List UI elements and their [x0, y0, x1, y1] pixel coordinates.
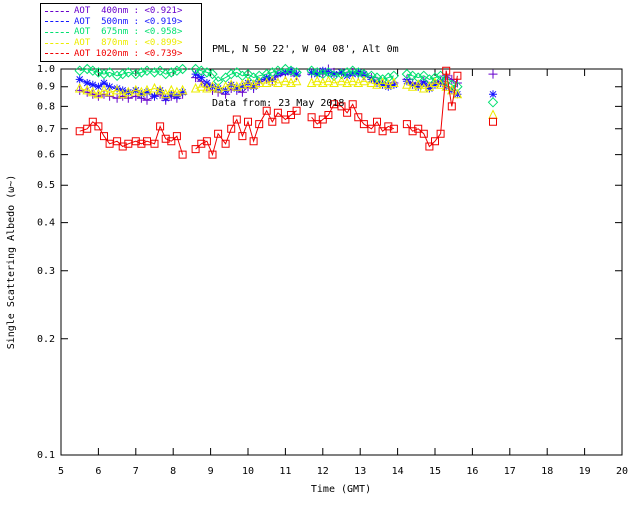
y-tick-label: 0.1: [37, 450, 55, 461]
data-date: Data from: 23 May 2018: [212, 98, 345, 109]
x-axis-title: Time (GMT): [311, 484, 371, 495]
y-tick-label: 0.7: [37, 124, 55, 135]
y-tick-label: 0.3: [37, 266, 55, 277]
axes-group: 5 6 7 8 9 10 11 12 13 14 15 16 17 18 19 20 1.0 0.9 0.8 0.7 0…: [37, 64, 628, 477]
legend-label: AOT 1020nm : <0.739>: [74, 48, 183, 59]
x-tick-label: 5: [58, 466, 64, 477]
y-axis-title: Single Scattering Albedo (ω~): [6, 175, 17, 350]
x-tick-label: 19: [579, 466, 591, 477]
y-tick-label: 0.4: [37, 218, 55, 229]
legend-line-swatch: [45, 53, 69, 55]
y-tick-label: 0.8: [37, 101, 55, 112]
y-tick-label: 0.5: [37, 180, 55, 191]
legend-label: AOT 500nm : <0.919>: [74, 16, 183, 27]
x-tick-label: 11: [279, 466, 291, 477]
x-tick-label: 12: [317, 466, 329, 477]
legend-box: AOT 400nm : <0.921> AOT 500nm : <0.919> AO…: [40, 3, 202, 62]
x-tick-label: 18: [541, 466, 553, 477]
legend-line-swatch: [45, 42, 69, 44]
legend-line-swatch: [45, 10, 69, 12]
plot-frame-and-ticks: [60, 68, 623, 456]
x-tick-label: 10: [242, 466, 254, 477]
x-tick-label: 7: [133, 466, 139, 477]
series-group: [74, 63, 499, 159]
series-markers-aot-870nm: [74, 75, 498, 119]
x-tick-label: 13: [354, 466, 366, 477]
y-tick-label: 0.2: [37, 334, 55, 345]
legend-line-swatch: [45, 31, 69, 33]
plot-header: PML, N 50 22', W 04 08', Alt 0m Data fro…: [212, 5, 399, 149]
legend-label: AOT 675nm : <0.958>: [74, 27, 183, 38]
legend-label: AOT 870nm : <0.899>: [74, 38, 183, 49]
legend-line-swatch: [45, 21, 69, 23]
y-tick-label: 0.6: [37, 150, 55, 161]
y-tick-label: 1.0: [37, 64, 55, 75]
y-tick-label: 0.9: [37, 82, 55, 93]
legend-item: AOT 500nm : <0.919>: [45, 17, 197, 27]
station-info: PML, N 50 22', W 04 08', Alt 0m: [212, 44, 399, 55]
legend-label: AOT 400nm : <0.921>: [74, 6, 183, 17]
x-tick-label: 16: [466, 466, 478, 477]
x-tick-label: 20: [616, 466, 628, 477]
legend-item: AOT 400nm : <0.921>: [45, 6, 197, 16]
x-tick-label: 15: [429, 466, 441, 477]
x-tick-label: 9: [208, 466, 214, 477]
legend-item: AOT 675nm : <0.958>: [45, 27, 197, 37]
x-tick-label: 17: [504, 466, 516, 477]
x-tick-label: 14: [392, 466, 404, 477]
legend-item: AOT 870nm : <0.899>: [45, 38, 197, 48]
x-tick-label: 6: [95, 466, 101, 477]
x-tick-label: 8: [170, 466, 176, 477]
legend-item: AOT 1020nm : <0.739>: [45, 49, 197, 59]
series-markers-aot-1020nm: [75, 66, 497, 159]
